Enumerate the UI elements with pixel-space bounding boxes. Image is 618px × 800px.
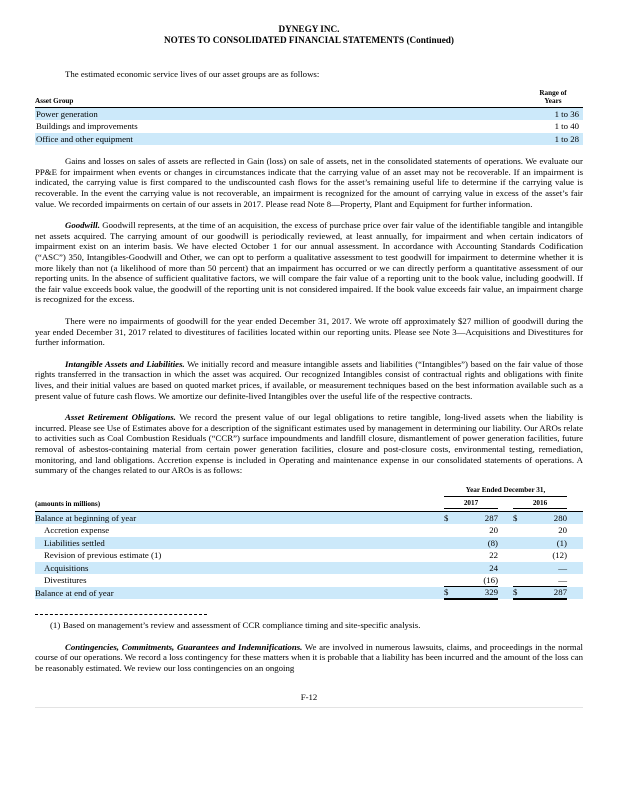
asset-group-label: Office and other equipment xyxy=(36,133,133,144)
footnote-text: Based on management’s review and assessm… xyxy=(63,620,421,631)
table-row: Office and other equipment 1 to 28 xyxy=(35,132,583,146)
intro-text: The estimated economic service lives of … xyxy=(65,69,320,79)
paragraph-contingencies: Contingencies, Commitments, Guarantees a… xyxy=(35,641,583,673)
page-subtitle: NOTES TO CONSOLIDATED FINANCIAL STATEMEN… xyxy=(164,35,454,45)
aro-lead: Asset Retirement Obligations. xyxy=(65,412,176,423)
goodwill-lead: Goodwill. xyxy=(65,220,100,231)
asset-group-header: Asset Group xyxy=(35,97,74,106)
table-row: Accretion expense 20 20 xyxy=(44,525,567,536)
intangibles-lead: Intangible Assets and Liabilities. xyxy=(65,358,185,369)
range-of-years-header: Range of Years xyxy=(539,88,567,106)
table-row: Acquisitions 24 — xyxy=(35,561,583,575)
page-number: F-12 xyxy=(300,691,318,702)
paragraph-gains-losses: Gains and losses on sales of assets are … xyxy=(35,156,583,209)
bottom-rule xyxy=(35,707,583,709)
paragraph-intangibles: Intangible Assets and Liabilities. We in… xyxy=(35,358,583,401)
paragraph-aro: Asset Retirement Obligations. We record … xyxy=(35,412,583,476)
table-row: Buildings and improvements 1 to 40 xyxy=(35,120,583,133)
asset-table-header: Asset Group Range of Years xyxy=(35,89,583,108)
footnote: (1) Based on management’s review and ass… xyxy=(35,620,583,631)
paragraph-no-impairments: There were no impairments of goodwill fo… xyxy=(35,316,583,348)
asset-range-value: 1 to 36 xyxy=(554,108,579,119)
table-row: Liabilities settled (8) (1) xyxy=(35,536,583,550)
aro-column-header-row: (amounts in millions) 2017 2016 xyxy=(35,497,583,512)
footnote-marker: (1) xyxy=(50,620,61,631)
footnote-separator xyxy=(35,613,207,616)
table-row: Power generation 1 to 36 xyxy=(35,107,583,121)
company-title: DYNEGY INC. xyxy=(278,24,340,34)
asset-range-value: 1 to 28 xyxy=(554,133,579,144)
column-header-2017: 2017 xyxy=(444,499,498,509)
asset-group-label: Buildings and improvements xyxy=(36,121,138,132)
asset-group-label: Power generation xyxy=(36,108,98,119)
table-row: Balance at beginning of year $287 $280 xyxy=(35,511,583,525)
aro-summary-table: Year Ended December 31, (amounts in mill… xyxy=(35,486,583,600)
table-row: Divestitures (16) — xyxy=(44,575,567,586)
contingencies-lead: Contingencies, Commitments, Guarantees a… xyxy=(65,641,303,652)
period-header: Year Ended December 31, xyxy=(444,486,567,497)
column-header-2016: 2016 xyxy=(513,499,567,509)
aro-period-header-row: Year Ended December 31, xyxy=(35,486,583,497)
asset-lives-table: Asset Group Range of Years Power generat… xyxy=(35,89,583,146)
asset-range-value: 1 to 40 xyxy=(554,121,579,132)
table-row-total: Balance at end of year $329 $287 xyxy=(35,586,583,600)
units-label: (amounts in millions) xyxy=(35,499,101,508)
table-row: Revision of previous estimate (1) 22 (12… xyxy=(44,550,567,561)
paragraph-goodwill: Goodwill. Goodwill represents, at the ti… xyxy=(35,220,583,305)
